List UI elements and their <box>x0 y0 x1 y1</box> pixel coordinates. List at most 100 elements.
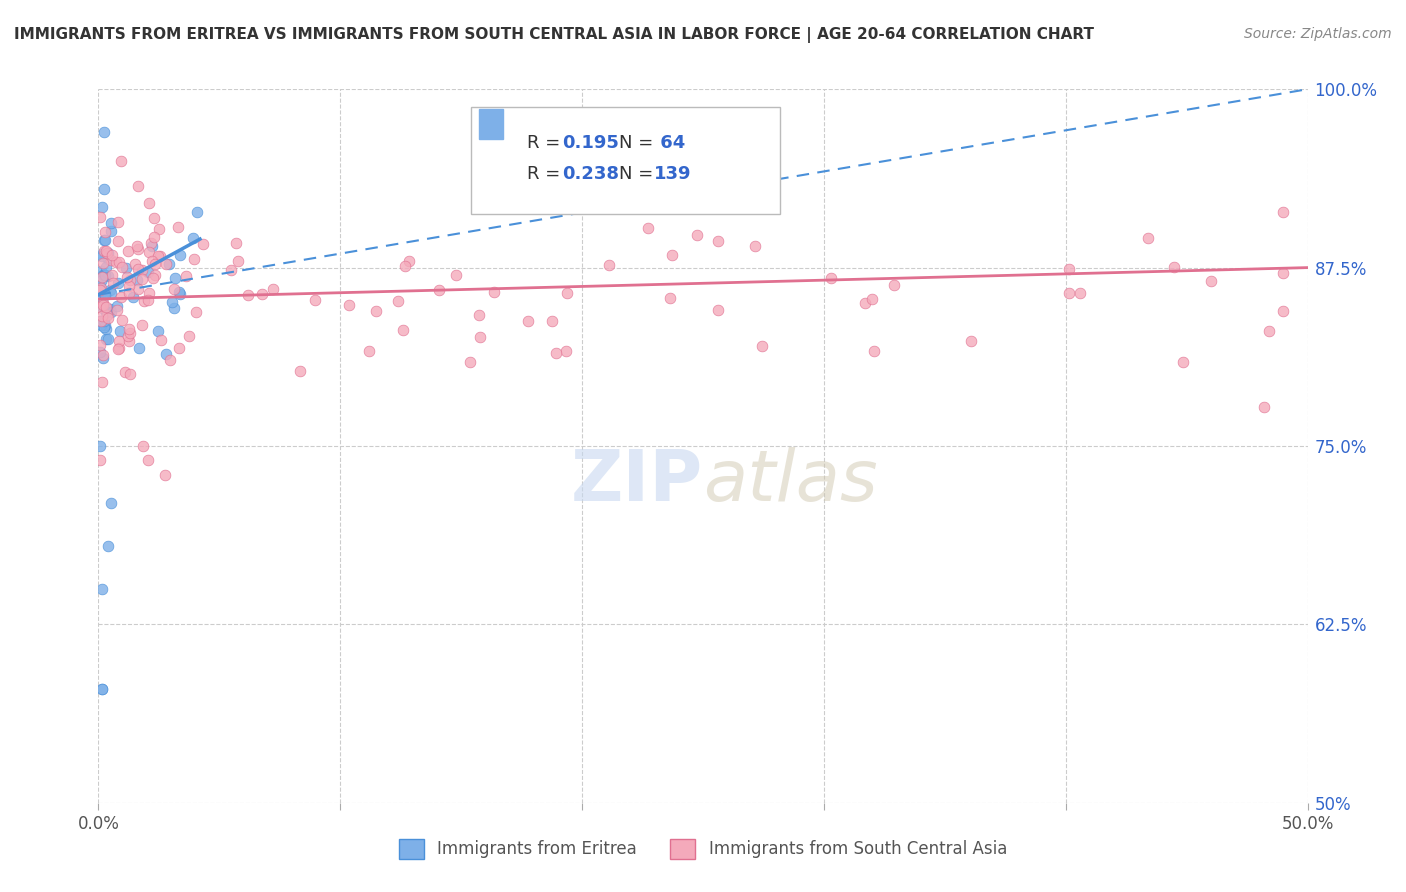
Point <box>366 304 388 318</box>
Point <box>100 304 122 318</box>
Point <box>751 339 773 353</box>
Point <box>1272 304 1295 318</box>
Point <box>94 305 117 319</box>
Point <box>128 341 150 355</box>
Point <box>93 182 115 196</box>
Point <box>225 235 247 250</box>
Point <box>219 263 242 277</box>
Point <box>167 341 190 355</box>
Point <box>304 293 326 308</box>
Point <box>853 296 876 310</box>
Point <box>121 290 143 304</box>
Point <box>91 351 114 365</box>
Point <box>160 294 183 309</box>
Point <box>484 285 506 300</box>
Point <box>101 248 124 262</box>
Point <box>555 343 578 358</box>
Point <box>166 220 188 235</box>
Text: R =: R = <box>527 165 567 183</box>
Point <box>141 270 163 285</box>
Point <box>1163 260 1185 274</box>
Point <box>138 245 160 260</box>
Point <box>94 260 117 274</box>
Point <box>250 287 273 301</box>
Point <box>107 215 129 229</box>
Point <box>1171 354 1194 368</box>
Point <box>118 367 141 381</box>
Point <box>100 496 122 510</box>
Point <box>107 235 129 249</box>
Point <box>141 238 163 252</box>
Point <box>138 265 160 279</box>
Point <box>108 334 131 348</box>
Point <box>93 125 115 139</box>
Point <box>120 326 142 341</box>
Point <box>145 257 167 271</box>
Point <box>142 211 165 225</box>
Point <box>153 467 176 482</box>
Point <box>163 282 186 296</box>
Point <box>1199 273 1222 287</box>
Point <box>159 353 181 368</box>
Point <box>184 305 207 319</box>
Point <box>107 342 129 356</box>
Point <box>111 313 134 327</box>
Point <box>1272 266 1295 280</box>
Point <box>107 255 129 269</box>
Point <box>124 257 146 271</box>
Text: 64: 64 <box>654 134 685 152</box>
Point <box>91 296 114 310</box>
Point <box>94 332 117 346</box>
Point <box>1258 324 1281 338</box>
Point <box>89 300 111 314</box>
Legend: Immigrants from Eritrea, Immigrants from South Central Asia: Immigrants from Eritrea, Immigrants from… <box>392 832 1014 866</box>
Point <box>91 268 114 282</box>
Point <box>661 248 683 262</box>
Text: N =: N = <box>619 165 658 183</box>
Point <box>169 286 191 301</box>
Point <box>107 276 129 290</box>
Point <box>398 254 420 268</box>
Point <box>93 313 115 327</box>
Point <box>706 302 728 317</box>
Point <box>125 273 148 287</box>
Point <box>118 279 141 293</box>
Point <box>114 365 136 379</box>
Point <box>262 282 284 296</box>
Point <box>686 228 709 243</box>
Point <box>149 249 172 263</box>
Point <box>183 252 205 266</box>
Point <box>127 282 149 296</box>
Point <box>90 201 112 215</box>
Point <box>93 234 115 248</box>
Point <box>127 243 149 257</box>
Point <box>138 286 160 301</box>
Point <box>148 249 170 263</box>
Point <box>104 255 127 269</box>
Text: IMMIGRANTS FROM ERITREA VS IMMIGRANTS FROM SOUTH CENTRAL ASIA IN LABOR FORCE | A: IMMIGRANTS FROM ERITREA VS IMMIGRANTS FR… <box>14 27 1094 43</box>
Point <box>89 283 111 297</box>
Text: 139: 139 <box>654 165 692 183</box>
Text: R =: R = <box>527 134 567 152</box>
Point <box>138 196 160 211</box>
Point <box>91 250 114 264</box>
Point <box>89 279 111 293</box>
Point <box>541 314 564 328</box>
Point <box>90 280 112 294</box>
Point <box>142 229 165 244</box>
Point <box>94 225 117 239</box>
Point <box>90 375 112 389</box>
Point <box>744 239 766 253</box>
Point <box>100 224 122 238</box>
Point <box>1059 261 1081 276</box>
Point <box>637 220 659 235</box>
Point <box>139 235 162 250</box>
Point <box>820 271 842 285</box>
Point <box>157 257 180 271</box>
Point <box>658 291 681 305</box>
Point <box>108 324 131 338</box>
Point <box>93 320 115 334</box>
Point <box>118 322 141 336</box>
Text: 0.195: 0.195 <box>562 134 619 152</box>
Point <box>458 355 481 369</box>
